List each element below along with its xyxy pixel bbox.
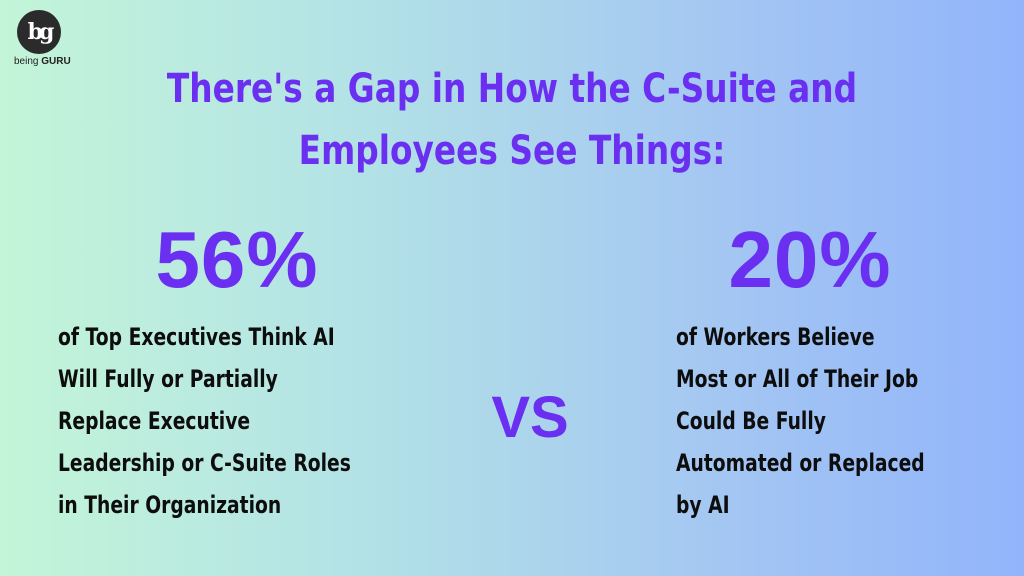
executives-description-line: of Top Executives Think AI xyxy=(58,323,335,351)
logo-text-brand: GURU xyxy=(41,56,71,67)
executives-description-line: Leadership or C-Suite Roles xyxy=(58,449,351,477)
page-title: There's a Gap in How the C-Suite and Emp… xyxy=(92,58,932,182)
logo-wordmark: being GURU xyxy=(14,56,71,67)
logo-text-prefix: being xyxy=(14,56,39,67)
being-guru-logo: bg being GURU xyxy=(14,10,71,67)
executives-description-line: Will Fully or Partially xyxy=(58,365,278,393)
versus-label: VS xyxy=(491,385,569,450)
executives-description: of Top Executives Think AI Will Fully or… xyxy=(58,316,351,526)
workers-description-line: Could Be Fully xyxy=(676,407,826,435)
title-line-1: There's a Gap in How the C-Suite and xyxy=(166,66,858,112)
workers-description: of Workers Believe Most or All of Their … xyxy=(676,316,925,526)
workers-description-line: by AI xyxy=(676,491,730,519)
workers-description-line: of Workers Believe xyxy=(676,323,875,351)
workers-stat: 20% xyxy=(728,215,892,304)
logo-monogram: bg xyxy=(17,10,61,54)
executives-description-line: in Their Organization xyxy=(58,491,282,519)
workers-description-line: Automated or Replaced xyxy=(676,449,925,477)
executives-stat: 56% xyxy=(155,215,319,304)
workers-description-line: Most or All of Their Job xyxy=(676,365,919,393)
executives-description-line: Replace Executive xyxy=(58,407,251,435)
title-line-2: Employees See Things: xyxy=(298,128,726,174)
